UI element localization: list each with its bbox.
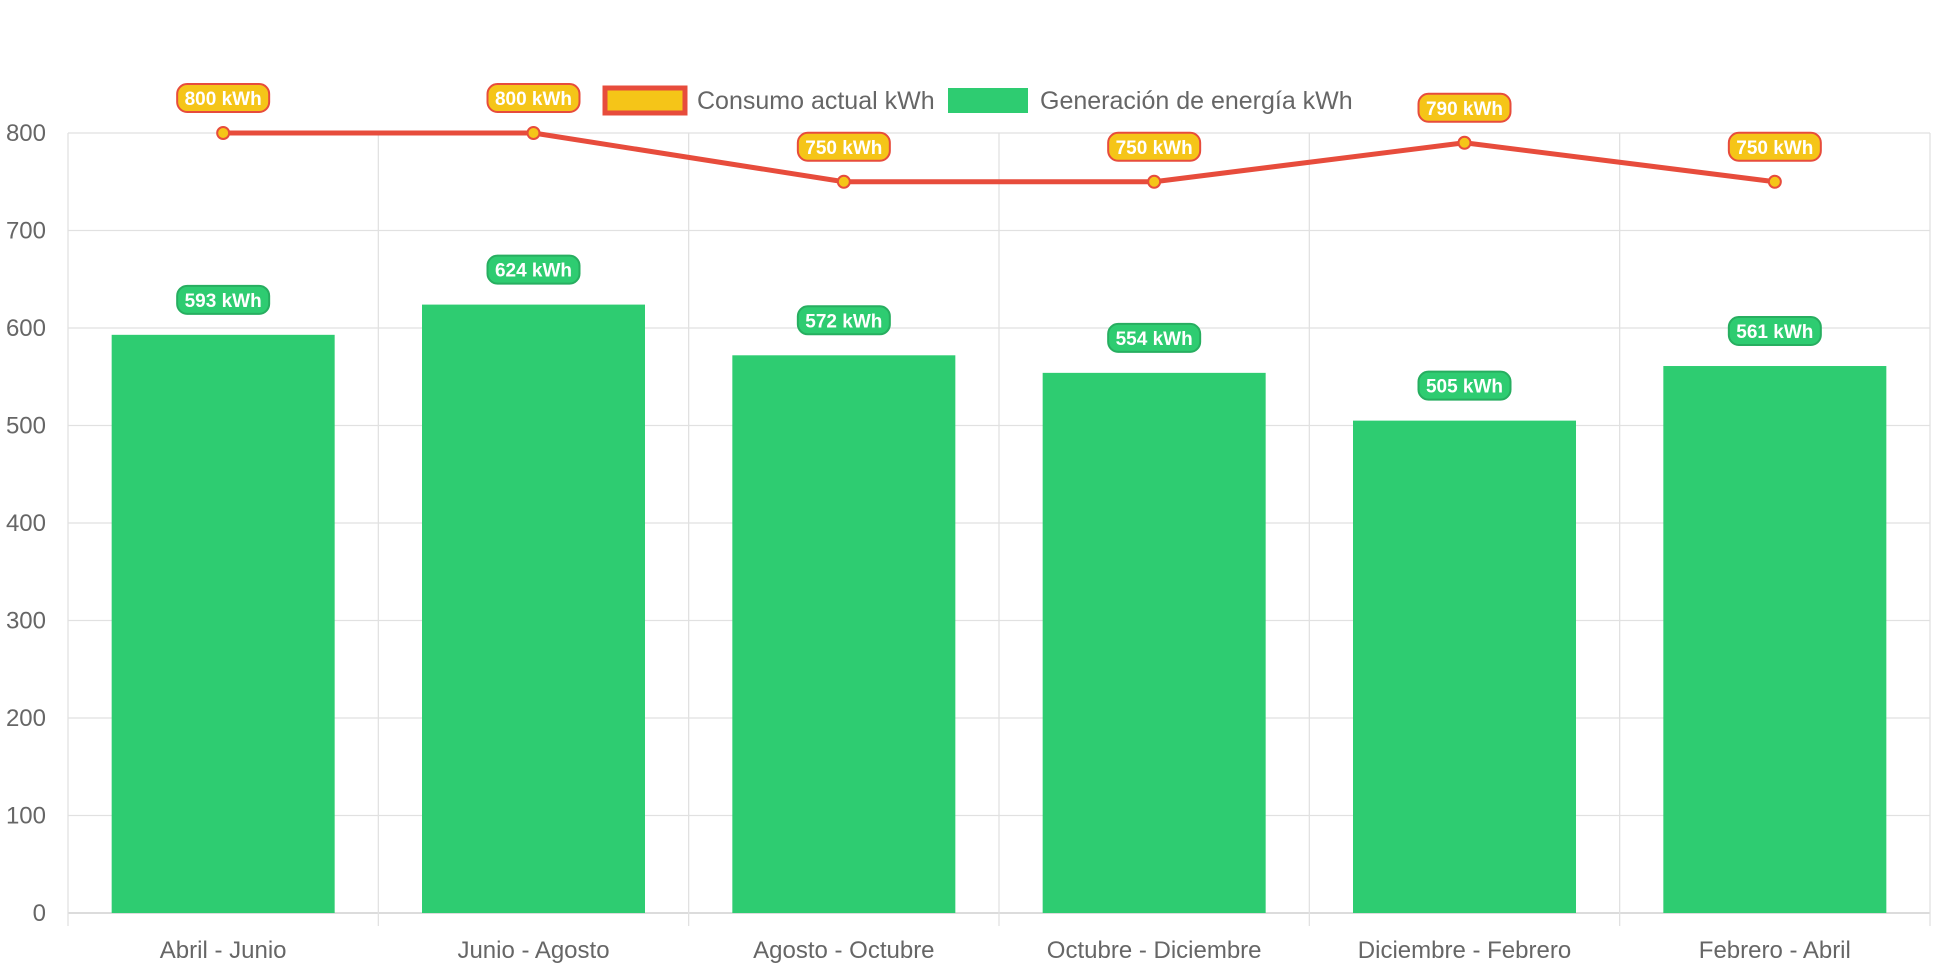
line-data-label: 800 kWh (176, 83, 271, 113)
bar (111, 334, 335, 913)
line-data-label-bg (176, 83, 271, 113)
x-tick-label: Abril - Junio (160, 937, 287, 964)
bar (1042, 372, 1266, 914)
consumption-point (1147, 174, 1162, 189)
line-data-label: 750 kWh (1107, 131, 1202, 162)
legend-item-consumo: Consumo actual kWh (602, 85, 935, 116)
bar-data-label-text: 561 kWh (1736, 322, 1813, 343)
bar-data-label-bg (1727, 316, 1822, 347)
line-data-label-bg (1107, 131, 1202, 162)
bar-data-label: 593 kWh (176, 284, 271, 315)
line-data-label-text: 750 kWh (1116, 138, 1193, 159)
y-tick-label: 800 (6, 120, 46, 147)
line-data-label-bg (1727, 131, 1822, 162)
legend-item-generacion: Generación de energía kWh (948, 87, 1353, 115)
line-data-label-text: 800 kWh (185, 89, 262, 110)
bar-data-label: 561 kWh (1727, 316, 1822, 347)
bar-data-label-bg (486, 254, 581, 285)
line-data-label-bg (796, 131, 891, 162)
bar (422, 304, 645, 914)
y-tick-label: 0 (33, 900, 46, 927)
x-tick-label: Diciembre - Febrero (1358, 937, 1571, 964)
legend: Consumo actual kWh Generación de energía … (602, 85, 1353, 116)
y-tick-label: 300 (6, 608, 46, 635)
legend-label-consumo: Consumo actual kWh (697, 87, 935, 115)
bar-data-label: 572 kWh (796, 305, 891, 336)
line-data-label-text: 750 kWh (805, 138, 882, 159)
y-tick-label: 600 (6, 315, 46, 342)
x-tick-label: Junio - Agosto (457, 937, 609, 964)
consumption-line (223, 130, 1776, 185)
grid (67, 132, 1931, 926)
line-data-label: 750 kWh (1727, 131, 1822, 162)
bar-data-label: 554 kWh (1107, 322, 1202, 353)
bar-data-label: 505 kWh (1417, 370, 1512, 401)
line-data-label-bg (486, 83, 581, 113)
bar-series (111, 304, 1887, 914)
bar-data-label-bg (1417, 370, 1512, 401)
data-labels: 593 kWh 624 kWh 572 kWh 554 kWh 505 kWh 561 k… (176, 83, 1822, 401)
y-tick-label: 100 (6, 803, 46, 830)
bar-data-label-text: 624 kWh (495, 261, 572, 282)
line-data-label: 790 kWh (1417, 92, 1512, 123)
consumption-point (1457, 135, 1472, 150)
line-data-label: 750 kWh (796, 131, 891, 162)
consumption-point (526, 126, 541, 140)
bar-data-label-text: 572 kWh (805, 311, 882, 332)
x-tick-label: Febrero - Abril (1699, 937, 1851, 964)
line-data-label-text: 750 kWh (1736, 138, 1813, 159)
bar-data-label-text: 554 kWh (1116, 329, 1193, 350)
axes: 0 100 200 300 400 500 600 700 800 Abril - Junio Ju… (6, 120, 1851, 964)
bar-data-label-bg (1107, 322, 1202, 353)
consumption-point (1767, 174, 1782, 189)
line-data-label-bg (1417, 92, 1512, 123)
consumption-point (216, 126, 231, 140)
x-tick-label: Agosto - Octubre (753, 937, 934, 964)
legend-swatch-consumo (602, 85, 688, 116)
line-data-label: 800 kWh (486, 83, 581, 113)
bar-data-label-bg (796, 305, 891, 336)
bar (1353, 420, 1576, 913)
legend-label-generacion: Generación de energía kWh (1040, 87, 1353, 115)
line-data-label-text: 800 kWh (495, 89, 572, 110)
bar-data-label: 624 kWh (486, 254, 581, 285)
bar (732, 355, 956, 913)
bar-data-label-bg (176, 284, 271, 315)
line-series (216, 126, 1782, 189)
y-tick-label: 700 (6, 218, 46, 245)
legend-swatch-generacion (948, 88, 1028, 113)
y-tick-label: 500 (6, 413, 46, 440)
bar-data-label-text: 593 kWh (185, 291, 262, 312)
line-data-label-text: 790 kWh (1426, 99, 1503, 120)
x-tick-label: Octubre - Diciembre (1047, 937, 1262, 964)
consumption-point (836, 174, 851, 189)
y-tick-label: 400 (6, 510, 46, 537)
bar-data-label-text: 505 kWh (1426, 377, 1503, 398)
bar (1663, 366, 1887, 913)
y-tick-label: 200 (6, 705, 46, 732)
